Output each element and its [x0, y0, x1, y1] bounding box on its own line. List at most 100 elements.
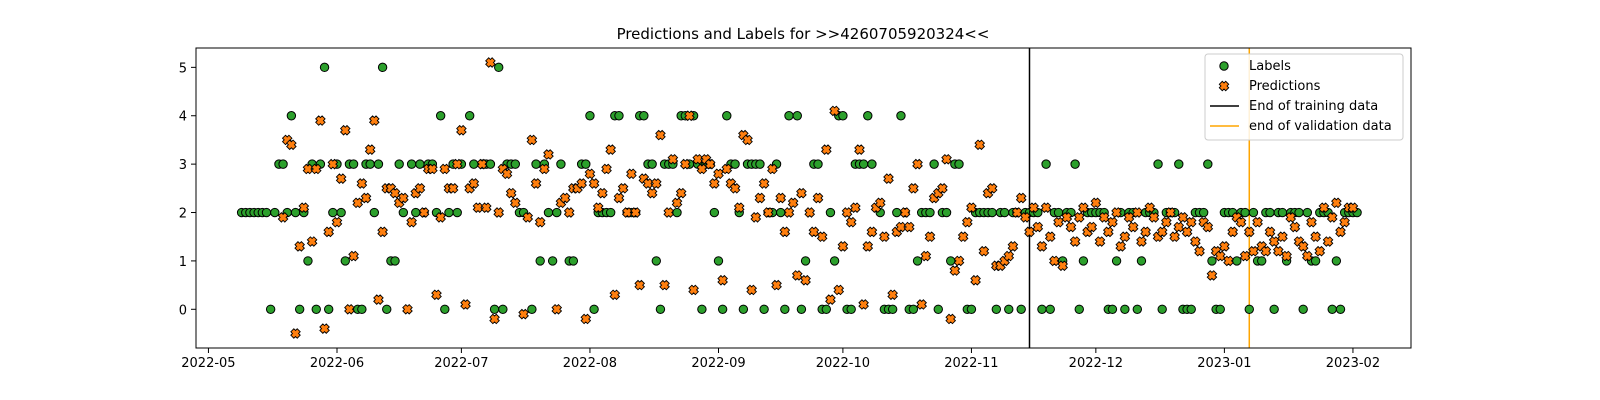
prediction-point: [941, 153, 952, 165]
prediction-point: [866, 226, 878, 238]
label-point: [1265, 207, 1275, 218]
prediction-point: [858, 299, 869, 310]
label-point: [444, 207, 454, 218]
label-point: [1070, 159, 1080, 169]
label-point: [494, 62, 504, 73]
prediction-point: [559, 192, 571, 204]
label-point: [738, 304, 749, 314]
prediction-point: [775, 192, 787, 204]
prediction-point: [833, 284, 845, 296]
label-point: [730, 159, 740, 169]
label-point: [568, 256, 579, 266]
prediction-point: [655, 129, 666, 141]
prediction-point: [588, 178, 600, 189]
x-tick-label: 2022-10: [816, 356, 870, 371]
label-point: [722, 111, 732, 121]
prediction-point: [1165, 207, 1176, 218]
prediction-point: [787, 197, 799, 209]
label-point: [1240, 207, 1250, 218]
label-point: [581, 159, 591, 169]
label-point: [713, 256, 724, 266]
prediction-point: [1347, 202, 1359, 214]
y-tick-label: 0: [179, 303, 187, 318]
label-point: [527, 304, 537, 314]
prediction-point: [709, 178, 720, 189]
label-point: [294, 304, 305, 314]
label-point: [498, 304, 508, 314]
label-point: [784, 111, 794, 121]
label-point: [336, 207, 346, 218]
x-tick-label: 2022-06: [310, 356, 364, 371]
label-point: [863, 111, 873, 121]
label-point: [311, 304, 321, 314]
label-point: [792, 111, 802, 121]
prediction-point: [1090, 197, 1102, 209]
prediction-point: [1277, 231, 1288, 243]
prediction-point: [1310, 231, 1321, 243]
prediction-point: [1227, 226, 1239, 238]
prediction-point: [319, 323, 330, 334]
prediction-point: [1235, 216, 1247, 228]
prediction-point: [1202, 221, 1214, 233]
legend-vline-2-text: end of validation data: [1249, 119, 1392, 134]
prediction-point: [779, 226, 791, 238]
prediction-point: [476, 158, 488, 170]
prediction-point: [418, 207, 430, 218]
prediction-point: [352, 197, 364, 209]
prediction-point: [970, 274, 981, 286]
label-point: [912, 256, 923, 266]
prediction-point: [953, 255, 965, 267]
prediction-point: [605, 144, 617, 155]
prediction-point: [290, 328, 301, 339]
prediction-point: [733, 202, 745, 214]
label-point: [800, 256, 811, 266]
y-tick-label: 3: [179, 158, 187, 173]
prediction-point: [485, 57, 496, 68]
prediction-point: [663, 207, 675, 218]
label-point: [286, 111, 297, 121]
chart-title: Predictions and Labels for >>42607059203…: [617, 25, 990, 43]
x-tick-label: 2022-07: [434, 356, 488, 371]
prediction-point: [377, 226, 388, 238]
label-point: [1298, 304, 1308, 314]
label-point: [547, 256, 558, 266]
prediction-point: [783, 207, 795, 218]
prediction-point: [1136, 236, 1147, 247]
prediction-point: [800, 274, 811, 286]
label-point: [1074, 304, 1084, 314]
prediction-point: [1194, 245, 1205, 257]
prediction-point: [895, 221, 907, 233]
x-tick-label: 2022-12: [1069, 356, 1123, 371]
legend-vline-1-text: End of training data: [1249, 99, 1378, 114]
prediction-point: [1335, 226, 1346, 238]
prediction-point: [472, 202, 484, 214]
prediction-point: [771, 279, 782, 291]
label-point: [377, 62, 388, 73]
label-point: [589, 304, 599, 314]
label-point: [647, 159, 657, 169]
prediction-point: [597, 187, 608, 199]
predictions-series: [277, 57, 1359, 339]
prediction-point: [1161, 216, 1172, 228]
prediction-point: [1301, 250, 1313, 262]
prediction-point: [750, 212, 762, 223]
label-point: [1041, 159, 1051, 169]
prediction-point: [1156, 226, 1168, 238]
label-point: [1132, 304, 1143, 314]
label-point: [709, 207, 720, 218]
label-point: [775, 207, 786, 218]
prediction-point: [903, 221, 915, 233]
prediction-point: [717, 274, 728, 286]
prediction-point: [1297, 241, 1309, 252]
prediction-point: [435, 212, 446, 223]
prediction-point: [530, 178, 542, 189]
prediction-point: [862, 241, 874, 252]
label-point: [1078, 256, 1089, 266]
x-tick-label: 2022-05: [181, 356, 235, 371]
label-point: [373, 159, 384, 169]
label-point: [435, 111, 446, 121]
prediction-point: [1003, 250, 1015, 262]
label-point: [1016, 304, 1026, 314]
prediction-point: [518, 308, 529, 320]
